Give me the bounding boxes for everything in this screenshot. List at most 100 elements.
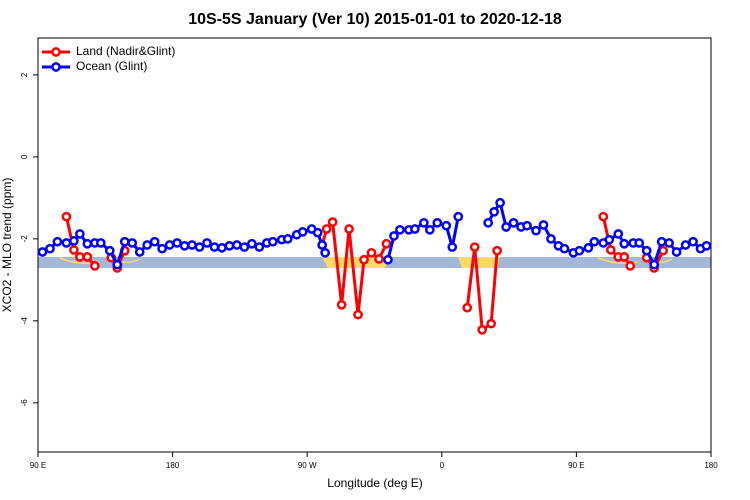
data-point <box>172 238 182 248</box>
data-point <box>312 227 323 238</box>
data-point <box>353 309 363 320</box>
legend-marker <box>51 62 61 72</box>
data-point <box>483 218 494 228</box>
data-point <box>671 247 682 257</box>
data-point <box>383 254 393 265</box>
data-point <box>239 242 250 252</box>
data-point <box>202 238 212 248</box>
legend-label: Land (Nadir&Glint) <box>76 44 175 58</box>
data-point <box>119 236 130 247</box>
surface-strip <box>38 257 711 268</box>
data-point <box>61 238 72 248</box>
x-axis-title: Longitude (deg E) <box>327 476 422 490</box>
data-point <box>232 240 242 250</box>
data-point <box>501 222 511 232</box>
data-point <box>224 240 235 251</box>
y-tick-label: -2 <box>20 235 29 243</box>
data-point <box>546 234 556 244</box>
data-point <box>37 247 48 257</box>
data-point <box>82 252 93 262</box>
data-point <box>247 238 257 249</box>
data-point <box>522 220 532 231</box>
data-point <box>127 238 138 248</box>
data-point <box>61 211 72 222</box>
data-point <box>453 211 464 222</box>
y-tick-label: -4 <box>20 317 29 325</box>
data-point <box>320 247 330 258</box>
y-tick-label: -6 <box>20 399 29 407</box>
data-point <box>95 238 106 248</box>
data-point <box>89 261 100 271</box>
data-point <box>688 236 698 247</box>
data-point <box>69 245 79 255</box>
data-point <box>604 234 615 245</box>
data-point <box>649 259 660 270</box>
data-point <box>267 236 278 247</box>
data-point <box>701 240 712 251</box>
data-point <box>410 224 420 234</box>
data-point <box>317 240 328 250</box>
y-axis-title: XCO2 - MLO trend (ppm) <box>0 178 14 313</box>
data-point <box>321 224 332 234</box>
data-point <box>381 238 392 249</box>
data-point <box>366 247 377 258</box>
data-point <box>538 220 549 230</box>
data-point <box>149 236 160 247</box>
data-point <box>374 254 384 264</box>
data-point <box>157 243 167 254</box>
data-point <box>112 259 123 270</box>
data-point <box>583 243 594 253</box>
data-point <box>634 238 645 248</box>
data-point <box>104 245 115 256</box>
data-point <box>495 197 505 208</box>
data-point <box>187 240 197 250</box>
data-point <box>327 217 338 227</box>
chart-title: 10S-5S January (Ver 10) 2015-01-01 to 20… <box>188 11 562 28</box>
data-point <box>598 211 609 222</box>
data-point <box>508 218 519 228</box>
data-point <box>432 218 443 228</box>
x-tick-label: 180 <box>704 461 718 470</box>
data-point <box>336 299 347 310</box>
data-point <box>75 252 85 262</box>
data-point <box>605 245 616 255</box>
data-point <box>45 243 55 254</box>
data-point <box>82 238 93 249</box>
data-point <box>254 242 265 252</box>
data-point <box>297 227 308 237</box>
x-tick-label: 90 W <box>298 461 317 470</box>
y-tick-label: 2 <box>20 72 29 77</box>
data-point <box>142 240 153 250</box>
data-point <box>344 224 354 234</box>
data-point <box>531 225 541 236</box>
data-point <box>492 245 502 256</box>
x-tick-label: 90 E <box>30 461 46 470</box>
data-point <box>613 229 624 239</box>
data-point <box>589 236 600 247</box>
data-point <box>559 243 570 254</box>
data-point <box>441 220 452 231</box>
legend-label: Ocean (Glint) <box>76 59 147 73</box>
data-point <box>489 206 499 217</box>
data-point <box>359 254 369 265</box>
data-point <box>194 242 205 252</box>
data-point <box>641 245 652 256</box>
data-point <box>469 242 480 252</box>
data-point <box>619 252 630 262</box>
data-point <box>477 324 488 335</box>
data-point <box>486 318 497 329</box>
x-tick-label: 180 <box>166 461 180 470</box>
data-point <box>424 224 435 235</box>
x-tick-label: 0 <box>440 461 445 470</box>
data-point <box>680 240 691 250</box>
y-tick-label: 0 <box>20 154 29 159</box>
land-strip <box>458 257 500 268</box>
data-point <box>625 261 636 271</box>
data-point <box>164 240 175 250</box>
data-point <box>656 236 667 247</box>
data-point <box>52 236 63 247</box>
data-point <box>69 236 79 246</box>
land-strip <box>322 257 390 268</box>
data-point <box>282 234 293 244</box>
